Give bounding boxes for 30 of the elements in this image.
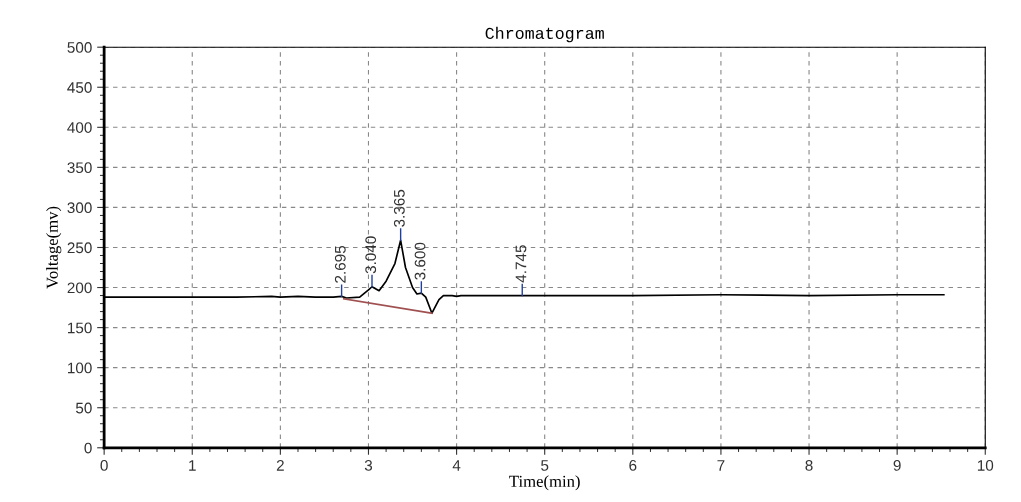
y-tick-label: 250 [67,242,92,254]
annotation: 3.600 [414,242,426,280]
y-tick-label: 300 [67,202,92,214]
x-tick-label: 0 [100,459,108,471]
annotation: 2.695 [334,245,346,283]
y-axis-title: Voltage(mv) [46,206,62,289]
y-tick-label: 500 [67,42,92,53]
x-tick-label: 2 [276,459,284,471]
x-tick-label: 8 [805,459,813,471]
x-tick-label: 7 [717,460,725,471]
chart-title: Chromatogram [485,26,604,43]
annotation: 3.040 [365,236,377,274]
x-tick-label: 1 [189,460,196,471]
y-tick-label: 0 [84,442,92,454]
annotation: 3.365 [393,189,405,227]
y-tick-label: 350 [67,162,92,174]
y-tick-label: 100 [68,362,92,374]
y-tick-label: 450 [67,82,92,93]
x-tick-label: 5 [541,460,549,471]
y-tick-label: 200 [67,282,92,294]
annotation: 4.745 [515,245,527,283]
y-tick-label: 50 [75,402,92,414]
y-tick-label: 150 [68,322,92,334]
x-tick-label: 10 [977,459,994,471]
x-tick-label: 3 [364,459,373,471]
x-tick-label: 4 [452,460,461,471]
y-tick-label: 400 [67,122,92,133]
x-tick-label: 6 [629,459,637,471]
x-tick-label: 9 [893,459,901,471]
x-axis-title: Time(min) [509,475,580,491]
